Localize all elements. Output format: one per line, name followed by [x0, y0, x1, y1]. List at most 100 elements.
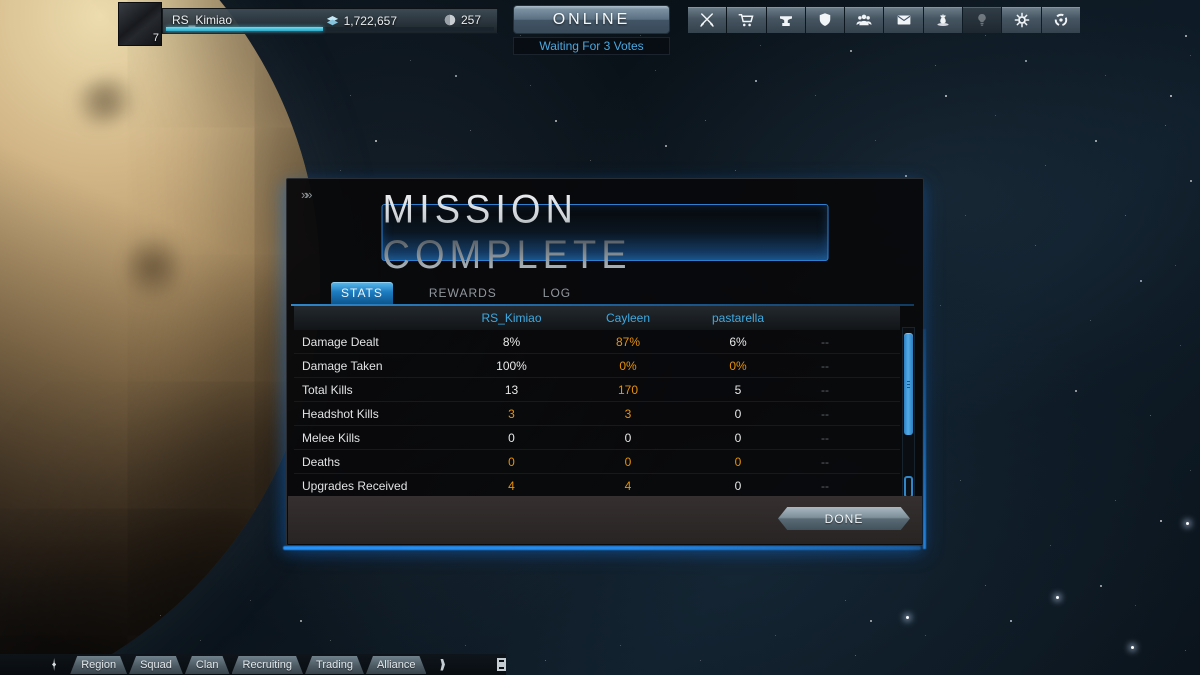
table-row: Total Kills 13 170 5 --: [294, 378, 900, 402]
bright-star: [1186, 522, 1189, 525]
planet: [0, 0, 320, 675]
credits-display: 1,722,657: [325, 13, 397, 28]
stat-value: 8%: [502, 334, 521, 349]
toolbar-button-combat[interactable]: [688, 7, 727, 33]
market-cart-icon: [738, 14, 754, 27]
toolbar-button-foundry[interactable]: [766, 7, 805, 33]
chat-window-button[interactable]: [497, 658, 506, 671]
stat-value: 5: [734, 382, 742, 397]
inbox-mail-icon: [897, 15, 910, 25]
vote-status-banner: Waiting For 3 Votes: [513, 37, 670, 55]
stat-label: Upgrades Received: [302, 478, 408, 493]
stat-value: --: [821, 430, 829, 445]
toolbar-button-inbox[interactable]: [884, 7, 923, 33]
dialog-footer: DONE: [288, 496, 922, 544]
credits-icon: [326, 16, 338, 26]
xp-bar-track: [166, 27, 494, 31]
stat-label: Total Kills: [302, 382, 353, 397]
bright-star: [1056, 596, 1059, 599]
platinum-display: 257: [443, 13, 481, 27]
avatar: 7: [118, 2, 162, 46]
stat-label: Damage Dealt: [302, 334, 379, 349]
xp-bar-fill: [166, 27, 324, 31]
done-button[interactable]: DONE: [778, 507, 910, 530]
chat-window-icon: [499, 662, 504, 667]
chat-bar: Region Squad Clan Recruiting Trading Alliance: [0, 654, 506, 675]
stat-value: 0: [734, 406, 742, 421]
stat-label: Headshot Kills: [302, 406, 379, 421]
platinum-icon: [444, 14, 456, 26]
scrollbar-thumb[interactable]: [904, 333, 913, 435]
chat-tab-squad[interactable]: Squad: [129, 656, 183, 674]
player-level: 7: [152, 32, 159, 44]
stat-value: 3: [508, 406, 515, 421]
stat-value: 0%: [729, 358, 747, 373]
mission-complete-banner: MISSION COMPLETE: [381, 187, 829, 277]
idea-bulb-icon: [978, 14, 986, 26]
stat-value: --: [821, 382, 829, 397]
shield-icon: [819, 13, 831, 26]
player-column-header: pastarella: [711, 311, 765, 325]
table-row: Headshot Kills 3 3 0 --: [294, 402, 900, 426]
skip-chevrons-icon[interactable]: »»: [301, 187, 313, 202]
stats-scrollbar-track[interactable]: [902, 327, 915, 501]
stat-value: --: [821, 334, 829, 349]
toolbar-button-idea[interactable]: [963, 7, 1002, 33]
stat-value: 0: [734, 478, 742, 493]
stat-value: 4: [624, 478, 632, 493]
stat-value: 13: [504, 382, 519, 397]
chat-tab-clan[interactable]: Clan: [185, 656, 230, 674]
online-status-button[interactable]: ONLINE: [513, 5, 670, 34]
table-row: Upgrades Received 4 4 0 --: [294, 474, 900, 498]
table-row: Melee Kills 0 0 0 --: [294, 426, 900, 450]
stat-value: 0: [734, 430, 742, 445]
chat-tab-recruiting[interactable]: Recruiting: [232, 656, 304, 674]
stat-value: 0: [624, 430, 632, 445]
stat-value: 0%: [619, 358, 637, 373]
platinum-value: 257: [460, 13, 481, 27]
credits-value: 1,722,657: [343, 13, 397, 28]
bright-star: [906, 616, 909, 619]
toolbar-button-support[interactable]: [1041, 7, 1080, 33]
stat-value: 0: [624, 454, 632, 469]
chat-tabs: Region Squad Clan Recruiting Trading Alliance: [70, 655, 428, 674]
planet-crater: [126, 227, 181, 308]
mission-complete-dialog: »» MISSION COMPLETE STATS REWARDS LOG RS…: [286, 178, 924, 546]
chat-tab-region[interactable]: Region: [70, 656, 127, 674]
planet-crater: [59, 66, 150, 135]
crossed-swords-icon: [700, 13, 714, 27]
starfield-bright: [0, 0, 2, 2]
stat-label: Melee Kills: [302, 430, 361, 445]
stats-table-header: RS_Kimiao Cayleen pastarella: [294, 306, 900, 330]
trade-hand-icon: [937, 14, 949, 26]
scrollbar-end-cap: [904, 476, 913, 498]
toolbar-button-contacts[interactable]: [845, 7, 884, 33]
tab-log[interactable]: LOG: [542, 286, 572, 300]
chat-tab-trading[interactable]: Trading: [305, 656, 364, 674]
stat-value: 6%: [729, 334, 747, 349]
stat-value: 87%: [615, 334, 641, 349]
toolbar-button-settings[interactable]: [1002, 7, 1041, 33]
toolbar-button-arsenal[interactable]: [805, 7, 845, 33]
chat-next-icon[interactable]: [440, 658, 445, 671]
stat-value: --: [821, 478, 829, 493]
toolbar-button-trade[interactable]: [923, 7, 963, 33]
toolbar-button-market[interactable]: [727, 7, 766, 33]
stat-value: 0: [508, 454, 515, 469]
stat-label: Damage Taken: [302, 358, 383, 373]
tab-stats[interactable]: STATS: [331, 282, 393, 304]
tab-rewards[interactable]: REWARDS: [428, 286, 497, 300]
tab-underline: [291, 304, 914, 306]
chat-tab-alliance[interactable]: Alliance: [366, 656, 427, 674]
player-name: RS_Kimiao: [172, 13, 233, 27]
dialog-title: MISSION COMPLETE: [383, 187, 828, 278]
stats-table-body: Damage Dealt 8% 87% 6% -- Damage Taken 100% 0% 0…: [294, 330, 900, 498]
support-reticle-icon: [1054, 13, 1068, 27]
stat-value: 170: [617, 382, 639, 397]
bright-star: [1131, 646, 1134, 649]
chat-prev-icon[interactable]: [52, 658, 57, 671]
table-row: Damage Dealt 8% 87% 6% --: [294, 330, 900, 354]
stat-value: 100%: [496, 358, 527, 373]
stat-value: --: [821, 454, 829, 469]
